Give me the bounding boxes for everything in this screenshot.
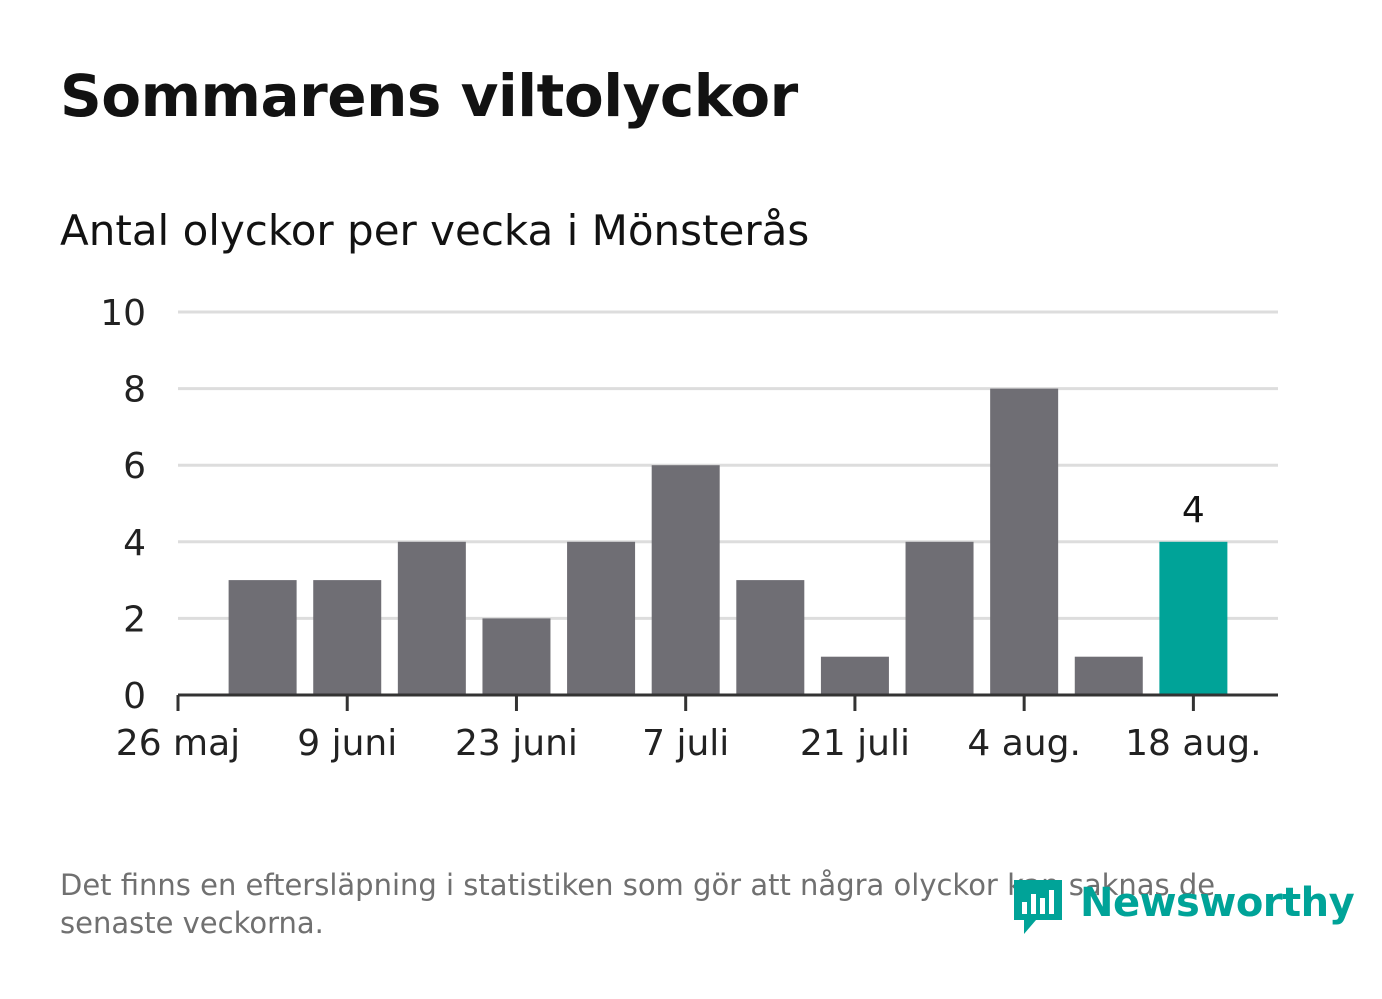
y-axis-ticks: 0 2 4 6 8 10 xyxy=(100,293,146,717)
chart-title: Sommarens viltolyckor xyxy=(60,62,798,130)
bar xyxy=(820,656,889,695)
bar xyxy=(1074,656,1143,695)
x-tick-label: 26 maj xyxy=(116,723,240,764)
y-tick-label: 0 xyxy=(123,676,146,717)
y-tick-label: 6 xyxy=(123,446,146,487)
data-labels: 4 xyxy=(1182,490,1205,531)
y-tick-label: 10 xyxy=(100,293,146,334)
bar-chart: 0 2 4 6 8 10 26 maj 9 juni 23 juni 7 juli 21 juli… xyxy=(100,293,1278,764)
bar xyxy=(313,580,382,695)
bar xyxy=(567,541,636,695)
y-tick-label: 8 xyxy=(123,370,146,411)
x-tick-label: 7 juli xyxy=(642,723,729,764)
x-tick-label: 21 juli xyxy=(800,723,910,764)
bars xyxy=(228,388,1228,695)
y-tick-label: 4 xyxy=(123,523,146,564)
data-label: 4 xyxy=(1182,490,1205,531)
bar xyxy=(482,618,551,695)
x-tick-label: 18 aug. xyxy=(1125,723,1261,764)
chart-subtitle: Antal olyckor per vecka i Mönsterås xyxy=(60,206,810,255)
bar xyxy=(397,541,466,695)
x-tick-label: 4 aug. xyxy=(967,723,1081,764)
bar xyxy=(736,580,805,695)
x-tick-label: 23 juni xyxy=(455,723,578,764)
bar xyxy=(905,541,974,695)
bar xyxy=(1159,541,1228,695)
grid-lines xyxy=(178,310,1278,620)
y-tick-label: 2 xyxy=(123,599,146,640)
bar xyxy=(651,465,720,695)
logo-text: Newsworthy xyxy=(1080,880,1355,926)
x-tick-label: 9 juni xyxy=(297,723,397,764)
newsworthy-logo: Newsworthy xyxy=(1010,876,1355,942)
bar xyxy=(990,388,1059,695)
x-axis: 26 maj 9 juni 23 juni 7 juli 21 juli 4 aug. 18… xyxy=(116,693,1278,764)
bar xyxy=(228,580,297,695)
bar-chart-speech-bubble-icon xyxy=(1014,880,1062,934)
